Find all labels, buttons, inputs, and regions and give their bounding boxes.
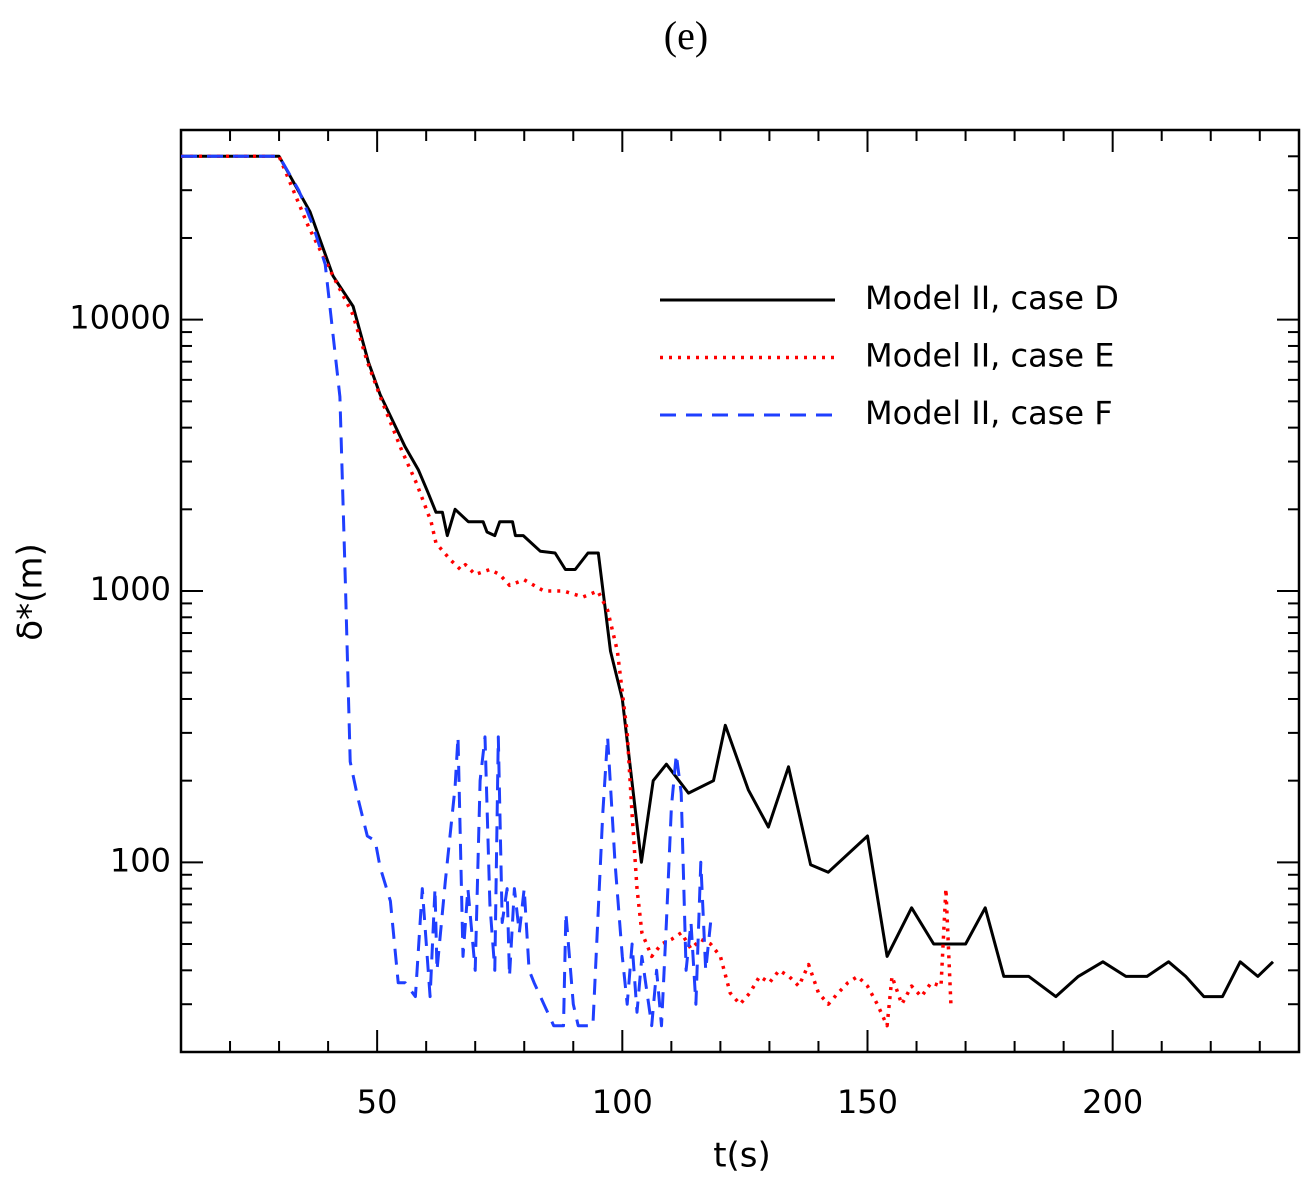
y-tick-label: 100: [110, 841, 171, 879]
legend-label: Model II, case E: [865, 337, 1114, 375]
chart-title: (e): [664, 13, 708, 58]
data-line: [181, 154, 713, 1028]
data-line: [181, 154, 1275, 999]
x-tick-label: 200: [1082, 1083, 1143, 1121]
y-axis-label: δ*(m): [11, 543, 51, 640]
legend-label: Model II, case F: [865, 394, 1113, 432]
x-tick-label: 50: [357, 1083, 398, 1121]
legend-label: Model II, case D: [865, 279, 1119, 317]
y-tick-label: 1000: [90, 570, 171, 608]
plot-frame: [179, 128, 1301, 1054]
x-tick-label: 150: [837, 1083, 898, 1121]
data-line: [181, 154, 953, 1028]
x-tick-label: 100: [592, 1083, 653, 1121]
x-axis-label: t(s): [713, 1136, 771, 1176]
y-tick-label: 10000: [69, 299, 171, 337]
